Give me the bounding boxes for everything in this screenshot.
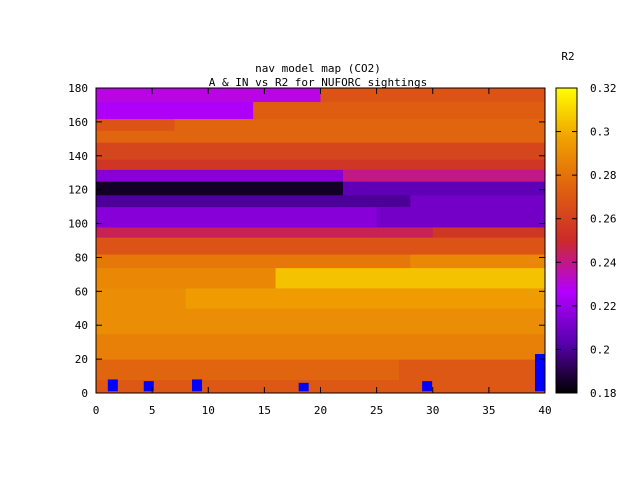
colorbar-tick-label: 0.22 — [590, 300, 617, 313]
heatmap-cell — [96, 206, 378, 228]
x-tick-label: 25 — [370, 404, 383, 417]
colorbar-tick-label: 0.2 — [590, 343, 610, 356]
x-tick-label: 0 — [93, 404, 100, 417]
heatmap-cell — [96, 169, 344, 182]
y-tick-label: 0 — [81, 387, 88, 400]
heatmap-cell — [96, 333, 545, 360]
heatmap-cell — [96, 142, 545, 160]
colorbar-tick-label: 0.26 — [590, 213, 617, 226]
colorbar-label: R2 — [561, 50, 574, 63]
y-tick-label: 20 — [75, 353, 88, 366]
y-tick-label: 60 — [75, 285, 88, 298]
y-tick-label: 80 — [75, 251, 88, 264]
marker-bar — [422, 381, 433, 392]
heatmap-cell — [96, 159, 545, 170]
y-axis: 0 20 40 60 80 100 120 140 160 180 — [68, 82, 545, 400]
heatmap-cell — [253, 101, 545, 119]
y-tick-label: 100 — [68, 218, 88, 231]
heatmap-cell — [96, 118, 176, 131]
x-tick-label: 30 — [426, 404, 439, 417]
heatmap-cell — [432, 226, 545, 238]
heatmap-cell — [174, 118, 545, 131]
heatmap-cell — [410, 194, 545, 208]
heatmap-cell — [399, 359, 545, 380]
heatmap-layer — [96, 88, 546, 394]
marker-bar — [192, 379, 203, 392]
colorbar-axis: 0.18 0.2 0.22 0.24 0.26 0.28 0.3 0.32 — [556, 82, 617, 400]
heatmap-cell — [96, 254, 411, 269]
heatmap-cell — [275, 267, 545, 289]
x-tick-label: 40 — [538, 404, 551, 417]
colorbar-tick-label: 0.24 — [590, 256, 617, 269]
heatmap-cell — [96, 267, 277, 289]
heatmap-cell — [96, 101, 254, 119]
x-axis: 0 5 10 15 20 25 30 35 40 — [93, 88, 552, 417]
y-tick-label: 120 — [68, 184, 88, 197]
heatmap-cell — [376, 206, 545, 228]
y-tick-label: 40 — [75, 319, 88, 332]
marker-bar — [298, 382, 309, 392]
heatmap-cell — [96, 194, 411, 208]
x-tick-label: 5 — [149, 404, 156, 417]
heatmap-cell — [342, 181, 545, 196]
heatmap-cell — [96, 287, 187, 309]
colorbar-tick-label: 0.28 — [590, 169, 617, 182]
marker-bar — [143, 381, 154, 392]
heatmap-cell — [96, 308, 545, 335]
x-tick-label: 35 — [482, 404, 495, 417]
heatmap-cell — [96, 130, 545, 143]
marker-layer — [107, 354, 545, 392]
y-tick-label: 160 — [68, 116, 88, 129]
colorbar-tick-label: 0.3 — [590, 126, 610, 139]
marker-bar — [535, 354, 545, 392]
x-tick-label: 10 — [202, 404, 215, 417]
y-tick-label: 140 — [68, 150, 88, 163]
x-tick-label: 15 — [258, 404, 271, 417]
heatmap-cell — [96, 181, 344, 196]
heatmap-cell — [342, 169, 545, 182]
heatmap-cell — [96, 226, 434, 238]
colorbar-tick-label: 0.32 — [590, 82, 617, 95]
colorbar-tick-label: 0.18 — [590, 387, 617, 400]
colorbar — [555, 87, 578, 394]
marker-bar — [107, 379, 118, 392]
heatmap-cell — [96, 237, 545, 255]
chart-title: nav model map (CO2) — [255, 62, 381, 75]
x-tick-label: 20 — [314, 404, 327, 417]
heatmap-cell — [185, 287, 546, 309]
y-tick-label: 180 — [68, 82, 88, 95]
heatmap-cell — [410, 254, 545, 269]
heatmap-cell — [96, 359, 400, 380]
chart-subtitle: A & IN vs R2 for NUFORC sightings — [209, 76, 428, 89]
